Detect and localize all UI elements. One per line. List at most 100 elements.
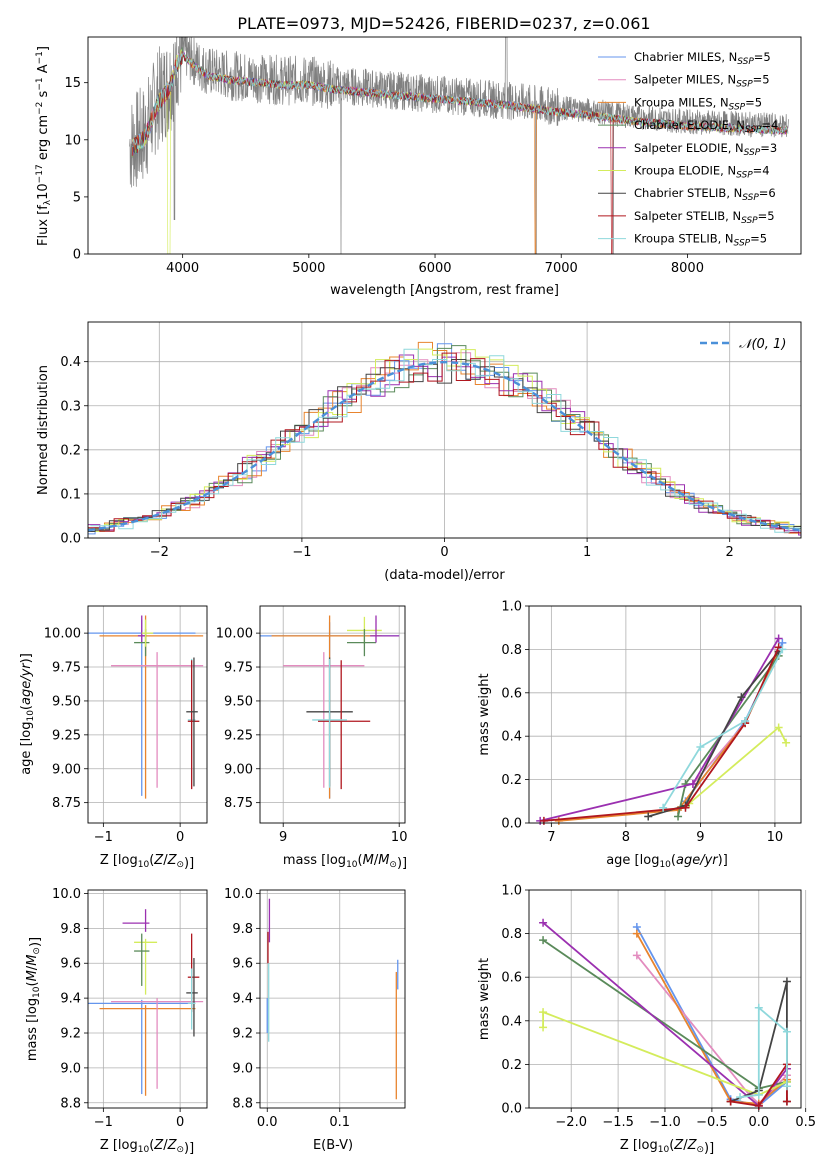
legend-entry: Kroupa MILES, NSSP=5: [634, 95, 762, 112]
age-vs-z-xtick-label: −1: [94, 830, 113, 845]
normal-legend-label: 𝒩(0, 1): [739, 337, 786, 352]
residuals-ytick-label: 0.4: [60, 355, 81, 370]
weight-vs-z-point: [782, 1082, 791, 1091]
mass-vs-ebv-xtick-label: 0.0: [257, 1115, 278, 1130]
mass-vs-z-ylabel-part: ⊙: [32, 947, 42, 955]
weight-vs-age-xlabel-part: age/yr: [676, 853, 719, 868]
residuals-frame: [87, 321, 802, 539]
spectrum-ytick-label: 0: [73, 248, 81, 263]
weight-vs-z-xlabel-part: /: [683, 1138, 688, 1153]
legend-entry-part: Kroupa MILES, N: [634, 95, 729, 109]
mass-vs-ebv-axes: 0.0 0.1 8.8 9.0 9.2 9.4 9.6 9.8 10.0: [224, 887, 405, 1130]
weight-vs-z-xlabel-part: ⊙: [696, 1145, 704, 1155]
age-vs-z-ylabel-part: )]: [19, 653, 34, 663]
weight-vs-age-point: [644, 812, 653, 821]
residuals-ylabel: Normed distribution: [36, 365, 51, 495]
spectrum-ylabel-part: erg cm: [36, 115, 51, 164]
weight-vs-z-xtick-label: 0.0: [748, 1115, 769, 1130]
spectrum-ylabel-part: −1: [35, 77, 45, 90]
legend-entry: Chabrier ELODIE, NSSP=4: [634, 118, 778, 135]
weight-vs-age-point: [696, 743, 705, 752]
mass-vs-ebv-ytick-label: 9.6: [232, 957, 253, 972]
normal-curve: [87, 360, 802, 532]
age-vs-z-ytick-label: 10.00: [44, 627, 81, 642]
weight-vs-age-series-line: [647, 651, 780, 818]
weight-vs-z-xlabel-part: 10: [658, 1145, 670, 1155]
legend-entry-part: Kroupa ELODIE, N: [634, 164, 736, 178]
age-vs-z-ytick-label: 9.00: [52, 762, 81, 777]
spectrum-ylabel-part: λ: [43, 199, 53, 205]
residuals-axes: −2 −1 0 1 2 0.0 0.1 0.2 0.3 0.4: [60, 322, 801, 560]
weight-vs-z-point: [539, 1023, 548, 1032]
weight-vs-age-point: [741, 717, 750, 726]
mass-vs-z-xtick-label: 0: [176, 1115, 184, 1130]
weight-vs-z-ytick-label: 0.4: [501, 1014, 522, 1029]
age-vs-z-xlabel-part: )]: [184, 856, 194, 871]
age-vs-z-ytick-label: 9.75: [52, 661, 81, 676]
weight-vs-z-xtick-label: 0.5: [795, 1115, 816, 1130]
weight-vs-age-series-line: [662, 648, 784, 809]
legend-entry-part: Chabrier STELIB, N: [634, 186, 742, 200]
mass-vs-z-frame: [87, 889, 208, 1109]
legend-entry-part: SSP: [734, 239, 751, 249]
weight-vs-z-xlabel-part: Z: [673, 1138, 684, 1153]
age-vs-z-ylabel-part: age/yr: [19, 662, 34, 705]
age-vs-z-ylabel-part: age [log: [19, 722, 34, 775]
spectrum-xtick-label: 8000: [671, 261, 704, 276]
weight-vs-z-ytick-label: 0.6: [501, 971, 522, 986]
mass-vs-ebv-ytick-label: 9.0: [232, 1061, 253, 1076]
weight-vs-age-ytick-label: 1.0: [501, 600, 522, 615]
weight-vs-age-point: [539, 816, 548, 825]
weight-vs-age-ytick-label: 0.0: [501, 817, 522, 832]
legend-entry-part: SSP: [744, 148, 761, 158]
age-vs-mass-xtick-label: 9: [279, 830, 287, 845]
mass-vs-z-xlabel-part: )]: [184, 1141, 194, 1156]
mass-vs-z-ylabel-part: mass [log: [25, 998, 40, 1061]
age-vs-z-ytick-label: 9.50: [52, 694, 81, 709]
age-vs-mass-ytick-label: 10.00: [216, 627, 253, 642]
age-vs-z-xlabel-part: Z: [153, 853, 164, 868]
weight-vs-z-point: [754, 1101, 763, 1110]
weight-vs-z-point: [782, 1097, 791, 1106]
spectrum-ylabel-part: ]: [36, 46, 51, 51]
age-vs-z-xlabel-part: ⊙: [176, 860, 184, 870]
age-vs-mass-xlabel-part: mass [log: [283, 853, 346, 868]
weight-vs-z-frame: [528, 889, 802, 1109]
weight-vs-z-xtick-label: −0.5: [696, 1115, 728, 1130]
weight-vs-age-point: [674, 812, 683, 821]
legend-entry-part: =5: [754, 50, 771, 64]
legend-entry-part: =5: [745, 95, 762, 109]
mass-vs-z-ylabel-part: )]: [28, 937, 43, 947]
age-vs-mass-ytick-label: 9.50: [224, 694, 253, 709]
weight-vs-z-xtick-label: −2.0: [555, 1115, 587, 1130]
age-vs-z-xtick-label: 0: [176, 830, 184, 845]
weight-vs-z-point: [754, 1003, 763, 1012]
age-vs-mass-xlabel-part: M: [363, 853, 374, 868]
weight-vs-age-ytick-label: 0.8: [501, 643, 522, 658]
weight-vs-age-point: [681, 803, 690, 812]
mass-vs-z-ytick-label: 10.0: [52, 887, 81, 902]
spectrum-ylabel-part: s: [36, 90, 51, 101]
legend-entry-part: Chabrier MILES, N: [634, 50, 737, 64]
spectrum-xlabel: wavelength [Angstrom, rest frame]: [330, 283, 559, 298]
residuals-xlabel: (data-model)/error: [384, 568, 505, 583]
mass-vs-z-ytick-label: 8.8: [60, 1096, 81, 1111]
mass-vs-z-ylabel-part: /: [25, 965, 40, 970]
age-vs-mass-xlabel-part: 10: [346, 860, 358, 870]
weight-vs-age-xlabel-part: age [log: [606, 853, 659, 868]
weight-vs-z-series-line: [636, 954, 788, 1105]
spectrum-xtick-label: 4000: [166, 261, 199, 276]
weight-vs-age-xlabel-part: )]: [718, 853, 728, 868]
mass-vs-z-xlabel-part: 10: [138, 1145, 150, 1155]
mass-vs-z-xlabel-part: Z [log: [100, 1138, 138, 1153]
age-vs-mass-ytick-label: 9.25: [224, 728, 253, 743]
age-vs-z-ylabel-part: 10: [26, 710, 36, 722]
weight-vs-age-point: [659, 803, 668, 812]
weight-vs-z-point: [632, 929, 641, 938]
legend-entry: Salpeter ELODIE, NSSP=3: [634, 141, 777, 158]
weight-vs-z-point: [736, 1093, 745, 1102]
residuals-ytick-label: 0.0: [60, 532, 81, 547]
mass-vs-z-ytick-label: 9.4: [60, 992, 81, 1007]
mass-vs-z-xlabel-part: (: [149, 1138, 154, 1153]
mass-vs-z-ytick-label: 9.8: [60, 922, 81, 937]
